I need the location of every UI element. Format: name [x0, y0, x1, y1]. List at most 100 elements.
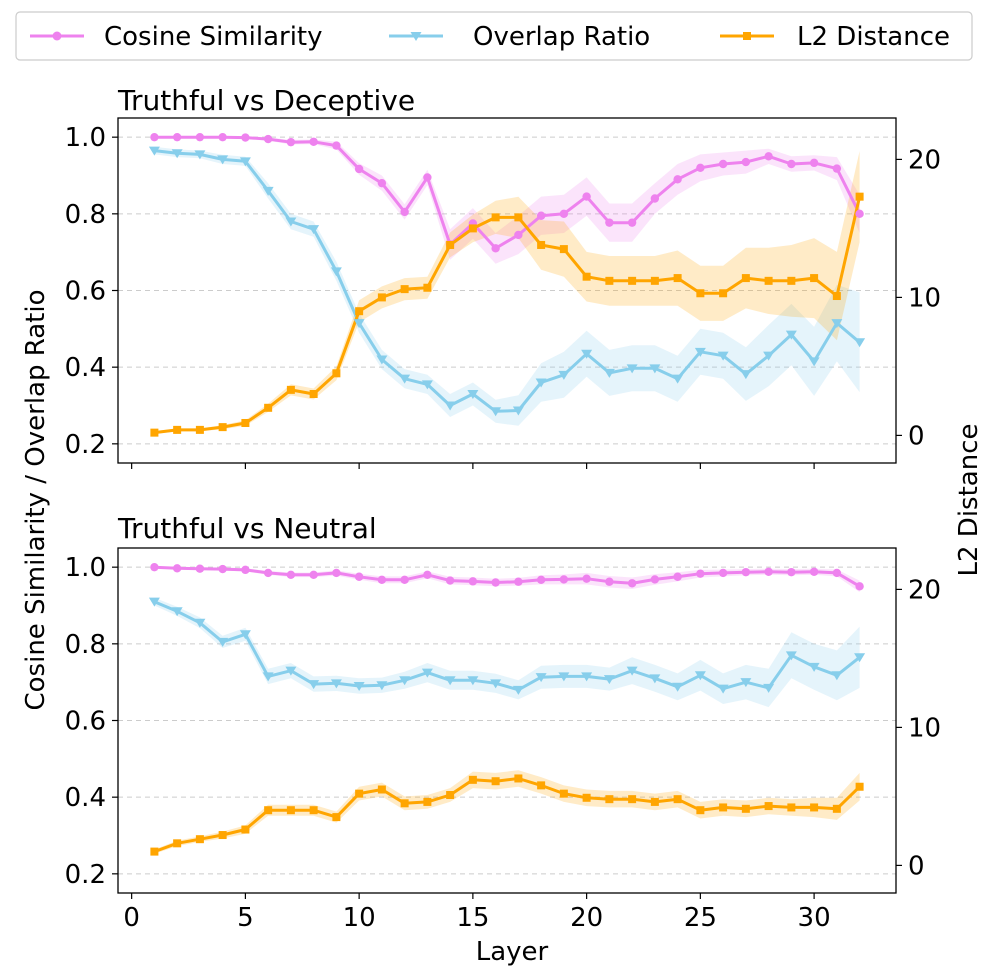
- cosine-similarity-point: [536, 211, 546, 220]
- y-right-tick-label: 10: [908, 283, 941, 313]
- cosine-similarity-point: [536, 575, 546, 585]
- l2-distance-point: [400, 799, 409, 808]
- panel-title: Truthful vs Neutral: [117, 512, 377, 545]
- cosine-similarity-point: [263, 134, 273, 144]
- l2-distance-point: [741, 274, 750, 283]
- overlap-ratio-point: [672, 682, 684, 692]
- x-tick-label: 20: [570, 903, 603, 933]
- l2-distance-point: [218, 831, 227, 840]
- y-left-tick-label: 0.6: [65, 277, 106, 307]
- cosine-similarity-point: [150, 132, 159, 142]
- l2-distance-point: [150, 847, 159, 856]
- l2-distance-point: [673, 274, 682, 283]
- y-left-tick-label: 1.0: [65, 123, 106, 153]
- cosine-similarity-point: [468, 577, 478, 586]
- cosine-similarity-point: [241, 565, 250, 575]
- l2-distance-point: [491, 213, 500, 222]
- x-axis-label: Layer: [476, 937, 549, 967]
- panel-truthful-vs-deceptive: Truthful vs Deceptive 0.2 0.4 0.6 0.8 1.0 0 10…: [65, 84, 941, 469]
- l2-distance-point: [423, 283, 432, 292]
- l2-distance-point: [605, 276, 614, 285]
- cosine-similarity-point: [809, 158, 819, 168]
- l2-distance-point: [605, 795, 614, 804]
- cosine-similarity-point: [263, 568, 273, 578]
- l2-distance-point: [377, 293, 386, 302]
- legend-cosine-marker: [52, 31, 62, 41]
- l2-distance-point: [309, 806, 318, 815]
- l2-distance-point: [309, 390, 318, 398]
- overlap-ratio-point: [217, 155, 229, 165]
- legend-l2-marker: [743, 32, 751, 40]
- y-axis-label-left: Cosine Similarity / Overlap Ratio: [21, 289, 51, 710]
- l2-distance-point: [241, 418, 250, 427]
- l2-distance-point: [719, 803, 728, 812]
- l2-distance-point: [787, 803, 796, 812]
- l2-distance-point: [491, 777, 500, 786]
- overlap-ratio-point: [444, 401, 456, 411]
- overlap-ratio-point: [239, 630, 251, 640]
- cosine-similarity-point: [218, 132, 227, 142]
- cosine-similarity-point: [764, 152, 773, 161]
- grid-lines: [118, 566, 896, 875]
- overlap-ratio-band: [154, 597, 860, 708]
- cosine-similarity-point: [332, 141, 341, 150]
- cosine-similarity-point: [855, 209, 864, 219]
- y-left-tick-label: 0.8: [65, 200, 106, 230]
- axis-ticks: 0.2 0.4 0.6 0.8 1.0 0 10 20 0 5 10 15 20 25 30: [65, 553, 941, 933]
- overlap-ratio-point: [262, 186, 274, 196]
- l2-distance-point: [286, 806, 295, 815]
- l2-distance-point: [286, 385, 295, 394]
- cosine-similarity-point: [195, 564, 205, 573]
- overlap-ratio-point: [854, 653, 866, 663]
- l2-distance-point: [400, 285, 409, 294]
- overlap-ratio-point: [262, 672, 274, 682]
- overlap-ratio-point: [285, 217, 297, 227]
- y-right-tick-label: 20: [908, 145, 941, 175]
- l2-distance-point: [355, 307, 364, 316]
- y-left-tick-label: 0.6: [65, 707, 106, 737]
- overlap-ratio-point: [353, 682, 365, 691]
- cosine-similarity-point: [855, 582, 864, 591]
- overlap-ratio-point: [330, 679, 342, 689]
- overlap-ratio-point: [558, 672, 570, 682]
- cosine-similarity-point: [286, 137, 296, 147]
- x-tick-label: 25: [684, 903, 717, 933]
- y-axis-label-right: L2 Distance: [954, 424, 984, 577]
- l2-distance-point: [264, 403, 273, 412]
- l2-distance-point: [468, 775, 477, 784]
- l2-distance-point: [650, 276, 659, 285]
- overlap-ratio-point: [308, 680, 320, 690]
- cosine-similarity-point: [718, 568, 728, 578]
- cosine-similarity-point: [787, 567, 796, 577]
- overlap-ratio-point: [535, 673, 547, 683]
- cosine-similarity-band: [154, 566, 860, 593]
- cosine-similarity-point: [741, 157, 751, 167]
- series-lines: [153, 565, 861, 854]
- l2-distance-point: [446, 240, 455, 249]
- overlap-ratio-point: [308, 225, 320, 235]
- cosine-similarity-point: [764, 567, 773, 576]
- l2-distance-point: [832, 292, 841, 301]
- l2-distance-point: [423, 797, 432, 806]
- l2-distance-point: [537, 781, 546, 790]
- overlap-ratio-point: [808, 662, 820, 672]
- overlap-ratio-point: [535, 378, 547, 388]
- overlap-ratio-point: [399, 676, 411, 686]
- overlap-ratio-point: [603, 368, 615, 378]
- overlap-ratio-point: [194, 618, 206, 628]
- cosine-similarity-point: [605, 218, 614, 227]
- cosine-similarity-point: [559, 575, 569, 584]
- l2-distance-point: [537, 240, 546, 249]
- legend-cosine-label: Cosine Similarity: [104, 22, 323, 52]
- l2-distance-point: [855, 782, 864, 791]
- x-tick-label: 30: [798, 903, 831, 933]
- overlap-ratio-point: [649, 674, 661, 684]
- cosine-similarity-point: [627, 218, 637, 227]
- y-right-tick-label: 0: [908, 421, 925, 451]
- cosine-similarity-point: [377, 178, 387, 188]
- cosine-similarity-point: [832, 164, 842, 173]
- cosine-similarity-point: [696, 163, 705, 173]
- cosine-similarity-point: [718, 159, 728, 169]
- overlap-ratio-point: [831, 319, 843, 329]
- l2-distance-point: [195, 425, 204, 434]
